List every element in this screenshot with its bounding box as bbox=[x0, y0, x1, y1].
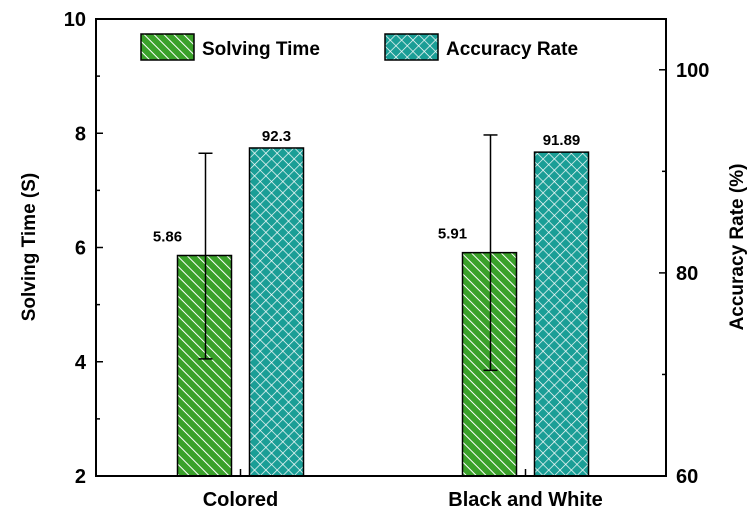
legend-label-accuracy-rate: Accuracy Rate bbox=[446, 39, 578, 60]
bar-solving-time-colored bbox=[176, 254, 233, 477]
bars-group bbox=[176, 147, 590, 477]
value-label-solving-time-colored: 5.86 bbox=[153, 228, 182, 245]
left-tick-label-8: 8 bbox=[75, 123, 86, 145]
bar-accuracy-rate-black-and-white bbox=[533, 151, 590, 477]
left-tick-label-6: 6 bbox=[75, 238, 86, 260]
left-axis-ticks: 2 4 6 8 10 bbox=[64, 9, 103, 488]
left-tick-label-10: 10 bbox=[64, 9, 86, 31]
left-axis-title: Solving Time (S) bbox=[19, 173, 40, 322]
right-tick-label-80: 80 bbox=[676, 263, 698, 285]
category-label-black-and-white: Black and White bbox=[448, 489, 602, 511]
value-labels-group: 5.86 92.3 5.91 91.89 bbox=[153, 128, 580, 246]
bar-accuracy-rate-colored bbox=[248, 147, 305, 477]
left-tick-label-2: 2 bbox=[75, 466, 86, 488]
value-label-accuracy-rate-colored: 92.3 bbox=[262, 128, 291, 145]
left-tick-label-4: 4 bbox=[75, 352, 87, 374]
value-label-solving-time-black-and-white: 5.91 bbox=[438, 226, 467, 243]
right-axis-ticks: 60 80 100 bbox=[659, 60, 709, 488]
legend-swatch-solving-time bbox=[140, 33, 195, 61]
category-labels: Colored Black and White bbox=[203, 469, 603, 511]
legend: Solving Time Accuracy Rate bbox=[140, 33, 578, 61]
legend-swatch-accuracy-rate bbox=[384, 33, 439, 61]
bar-solving-time-black-and-white bbox=[461, 251, 518, 477]
legend-label-solving-time: Solving Time bbox=[202, 39, 320, 60]
right-axis-title: Accuracy Rate (%) bbox=[727, 164, 748, 331]
value-label-accuracy-rate-black-and-white: 91.89 bbox=[543, 132, 581, 149]
category-label-colored: Colored bbox=[203, 489, 279, 511]
right-tick-label-100: 100 bbox=[676, 60, 709, 82]
right-tick-label-60: 60 bbox=[676, 466, 698, 488]
error-bars-group bbox=[198, 134, 498, 372]
